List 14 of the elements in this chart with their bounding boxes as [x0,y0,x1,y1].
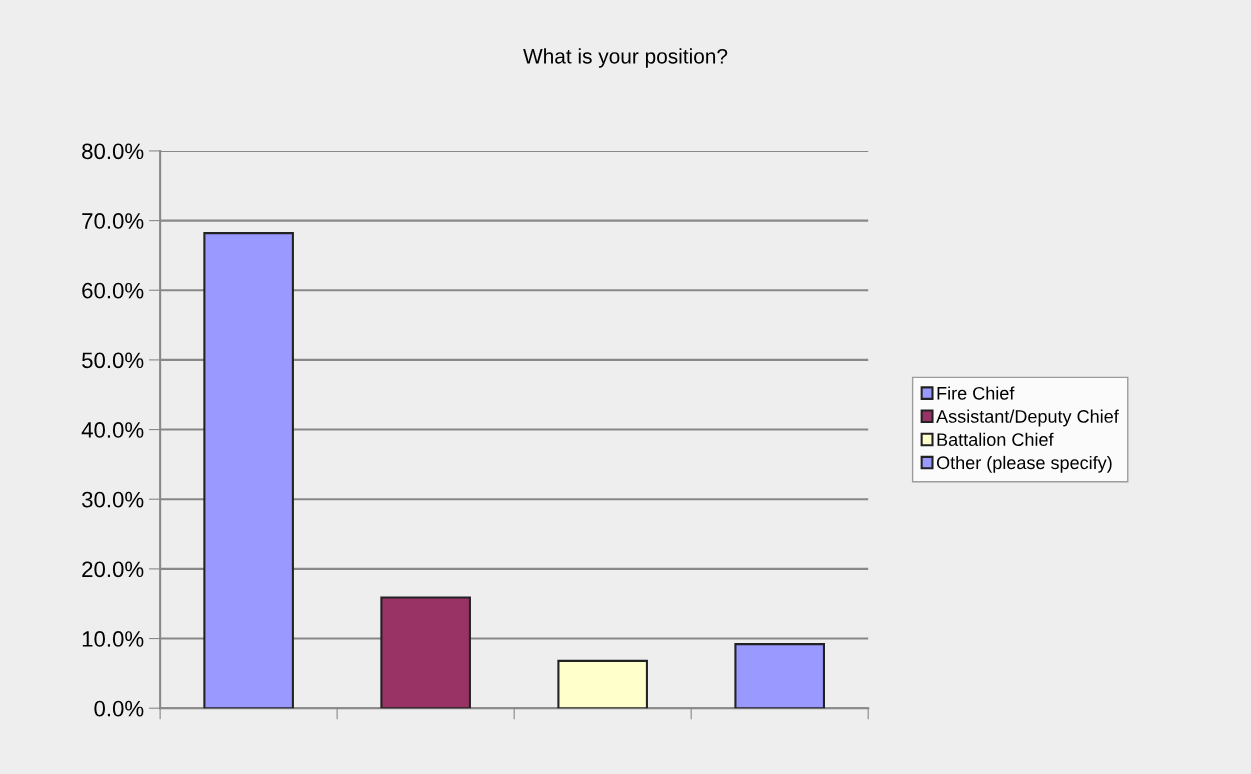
legend-label: Assistant/Deputy Chief [936,409,1119,427]
y-tick-label: 20.0% [82,561,144,578]
chart-title: What is your position? [523,48,728,68]
y-tick-label: 70.0% [82,213,144,229]
y-tick-label: 30.0% [82,491,144,508]
y-tick-label: 80.0% [82,143,144,160]
y-tick-label: 50.0% [82,352,144,369]
y-tick-label: 60.0% [82,282,144,299]
y-tick-label: 0.0% [94,700,144,717]
legend-label: Other (please specify) [936,455,1112,473]
y-tick-label: 40.0% [81,422,144,438]
legend-label: Fire Chief [937,386,1015,400]
y-tick-label: 10.0% [82,631,144,647]
legend-label: Battalion Chief [937,432,1054,446]
